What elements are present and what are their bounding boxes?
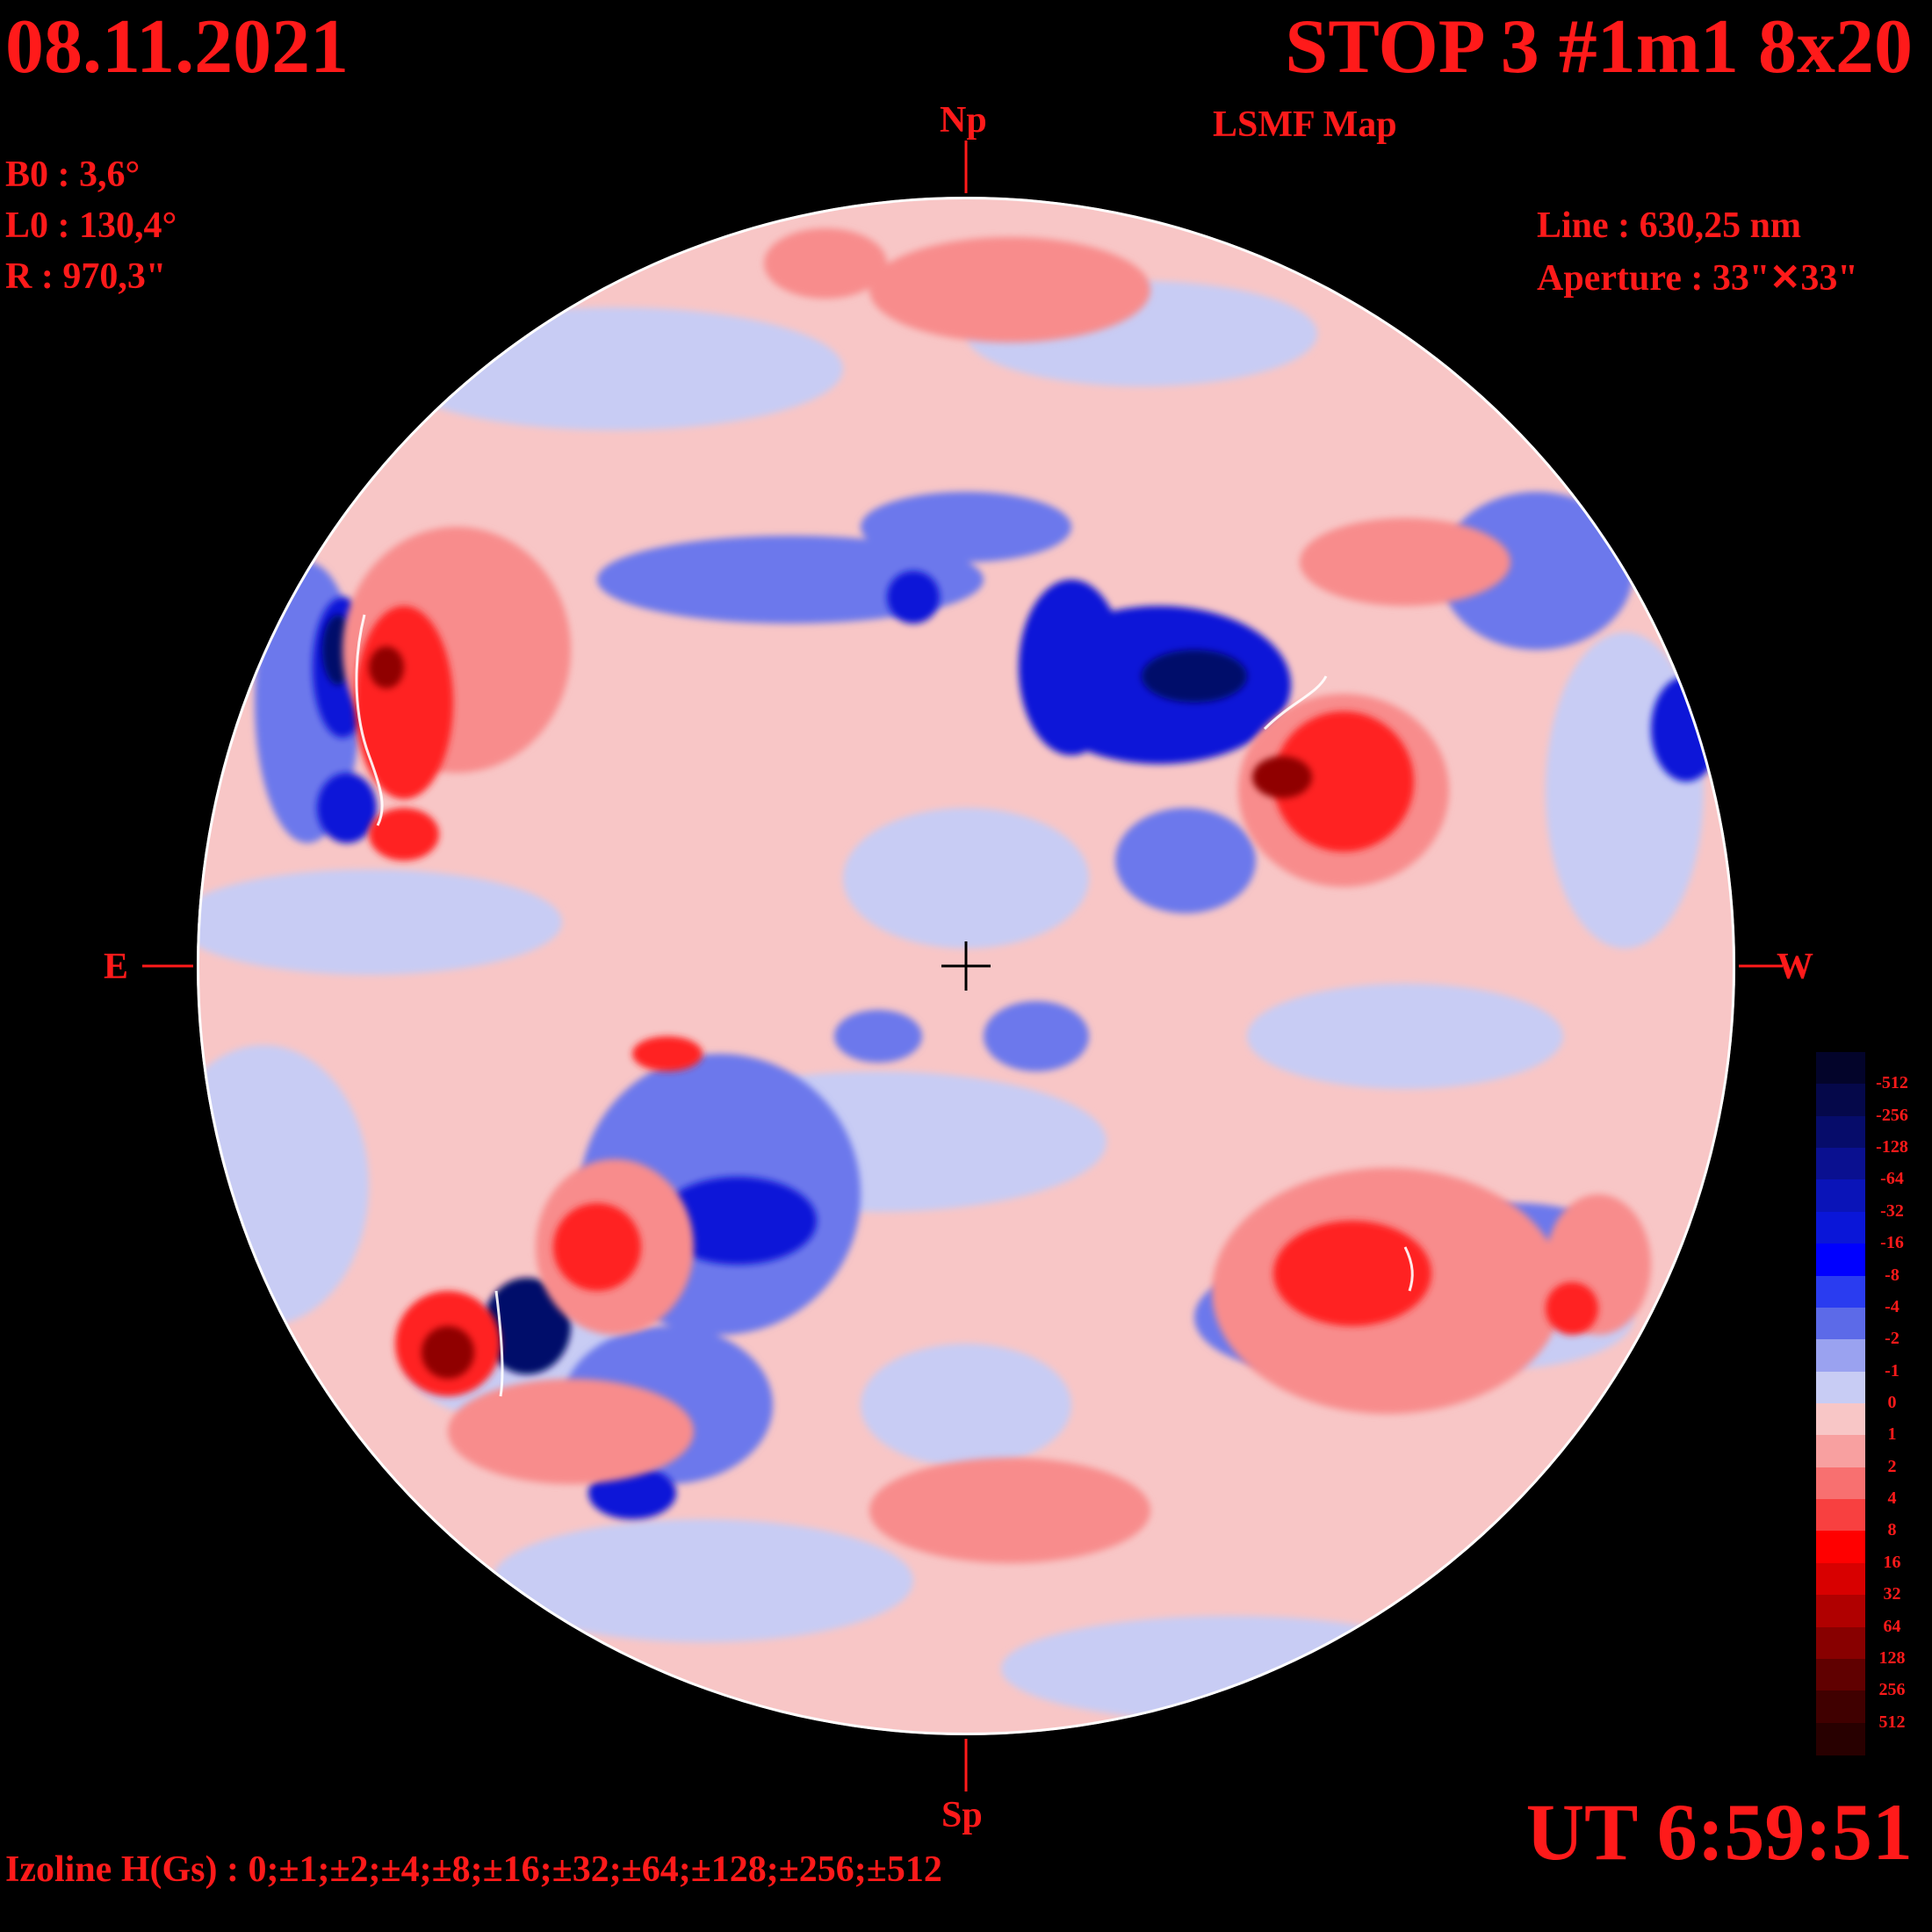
scale-swatch [1816,1084,1865,1117]
scale-swatch [1816,1179,1865,1213]
scale-label: 0 [1887,1393,1897,1412]
orientation-ticks [142,141,1783,1791]
south-pole-label: Sp [941,1795,983,1835]
scale-swatch [1816,1722,1865,1755]
map-subtitle: LSMF Map [1213,105,1397,145]
param-b0: B0 : 3,6° [5,155,141,195]
scale-swatch [1816,1371,1865,1404]
scale-label: -64 [1880,1169,1904,1189]
scale-label: -4 [1885,1296,1900,1316]
scale-swatch [1816,1435,1865,1468]
scale-swatch [1816,1275,1865,1308]
scale-label: -256 [1876,1105,1908,1125]
scale-swatch [1816,1339,1865,1373]
east-label: E [104,947,129,987]
aperture: Aperture : 33"✕33" [1537,258,1858,299]
scale-swatch [1816,1148,1865,1181]
scale-swatch [1816,1115,1865,1150]
scale-label: 4 [1887,1489,1897,1509]
izoline-levels: Izoline H(Gs) : 0;±1;±2;±4;±8;±16;±32;±6… [5,1849,942,1890]
scale-label: 512 [1878,1712,1906,1732]
scale-swatch [1816,1499,1865,1532]
param-radius: R : 970,3" [5,256,167,297]
scale-label: 32 [1883,1584,1901,1604]
disk-center-cross [941,941,991,991]
scale-swatch [1816,1307,1865,1341]
scale-swatch [1816,1244,1865,1277]
scale-swatch [1816,1658,1865,1692]
scale-swatch [1816,1531,1865,1564]
scale-swatch [1816,1211,1865,1245]
scale-swatch [1816,1562,1865,1597]
observation-time: UT 6:59:51 [1525,1787,1913,1877]
scale-label: 16 [1883,1552,1901,1572]
scale-label: -512 [1876,1073,1908,1093]
scale-label: 256 [1878,1680,1906,1700]
param-l0: L0 : 130,4° [5,205,177,246]
scale-label: 128 [1878,1647,1906,1668]
scale-swatch [1816,1403,1865,1437]
scale-label: -8 [1885,1265,1900,1285]
scale-label: -16 [1880,1233,1904,1253]
scale-swatch [1816,1467,1865,1501]
scale-label: 1 [1887,1424,1897,1445]
scale-label: 8 [1887,1520,1897,1540]
scale-label: -1 [1885,1360,1900,1381]
observation-date: 08.11.2021 [5,4,350,90]
scale-label: -32 [1880,1200,1904,1221]
scale-label: -2 [1885,1329,1900,1349]
color-scale-bar [1816,1052,1865,1755]
scale-label: 64 [1883,1616,1901,1636]
map-title: STOP 3 #1m1 8x20 [1285,4,1913,90]
scale-label: 2 [1887,1456,1897,1476]
scale-swatch [1816,1690,1865,1724]
scale-swatch [1816,1595,1865,1628]
west-label: W [1777,947,1813,987]
spectral-line: Line : 630,25 nm [1537,205,1802,246]
scale-swatch [1816,1626,1865,1660]
scale-swatch [1816,1052,1865,1085]
north-pole-label: Np [940,100,987,141]
scale-label: -128 [1876,1137,1908,1157]
